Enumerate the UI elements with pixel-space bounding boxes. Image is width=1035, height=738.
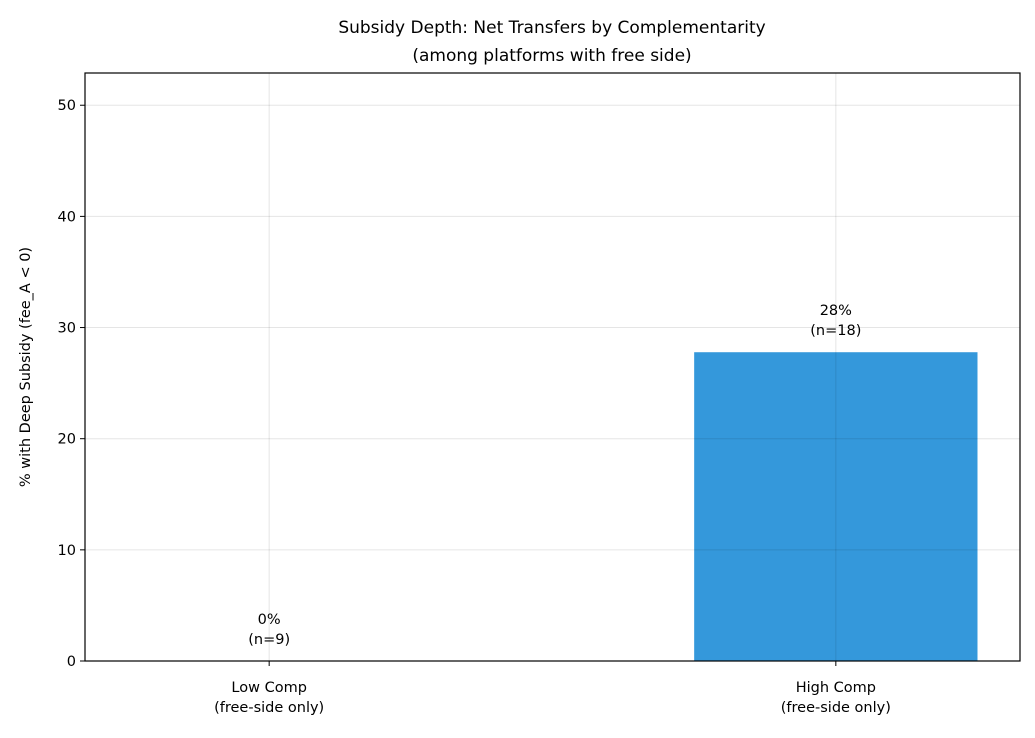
x-tick-label: Low Comp	[231, 680, 307, 696]
y-tick-label: 0	[67, 654, 76, 670]
data-label: (n=9)	[248, 632, 290, 648]
chart-subtitle: (among platforms with free side)	[412, 46, 691, 66]
y-tick-label: 30	[58, 321, 76, 337]
chart-title: Subsidy Depth: Net Transfers by Compleme…	[338, 18, 765, 38]
y-tick-label: 10	[58, 543, 76, 559]
data-label: (n=18)	[810, 323, 861, 339]
y-tick-label: 20	[58, 432, 76, 448]
bar-2	[694, 352, 978, 661]
y-tick-label: 50	[58, 98, 76, 114]
x-tick-label: (free-side only)	[781, 700, 891, 716]
x-tick-label: (free-side only)	[214, 700, 324, 716]
data-label: 28%	[820, 303, 852, 319]
y-tick-label: 40	[58, 209, 76, 225]
data-label: 0%	[258, 612, 281, 628]
y-axis-label: % with Deep Subsidy (fee_A < 0)	[18, 247, 34, 487]
x-tick-label: High Comp	[796, 680, 876, 696]
plot-frame	[84, 72, 1021, 662]
